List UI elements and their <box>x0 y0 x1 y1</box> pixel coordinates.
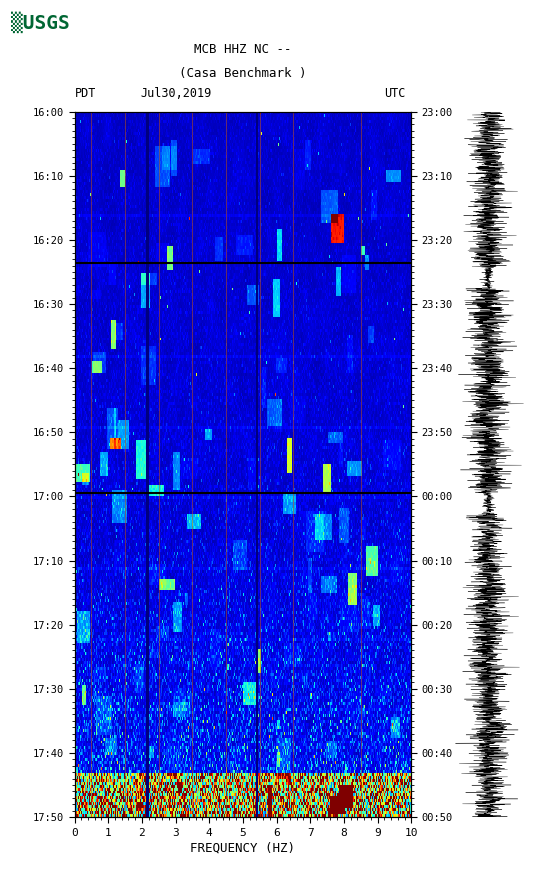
Text: PDT: PDT <box>75 88 96 100</box>
Text: ▒USGS: ▒USGS <box>11 12 70 33</box>
Text: MCB HHZ NC --: MCB HHZ NC -- <box>194 43 291 55</box>
Text: (Casa Benchmark ): (Casa Benchmark ) <box>179 67 306 79</box>
Text: Jul30,2019: Jul30,2019 <box>141 88 212 100</box>
Text: UTC: UTC <box>384 88 406 100</box>
X-axis label: FREQUENCY (HZ): FREQUENCY (HZ) <box>190 842 295 855</box>
